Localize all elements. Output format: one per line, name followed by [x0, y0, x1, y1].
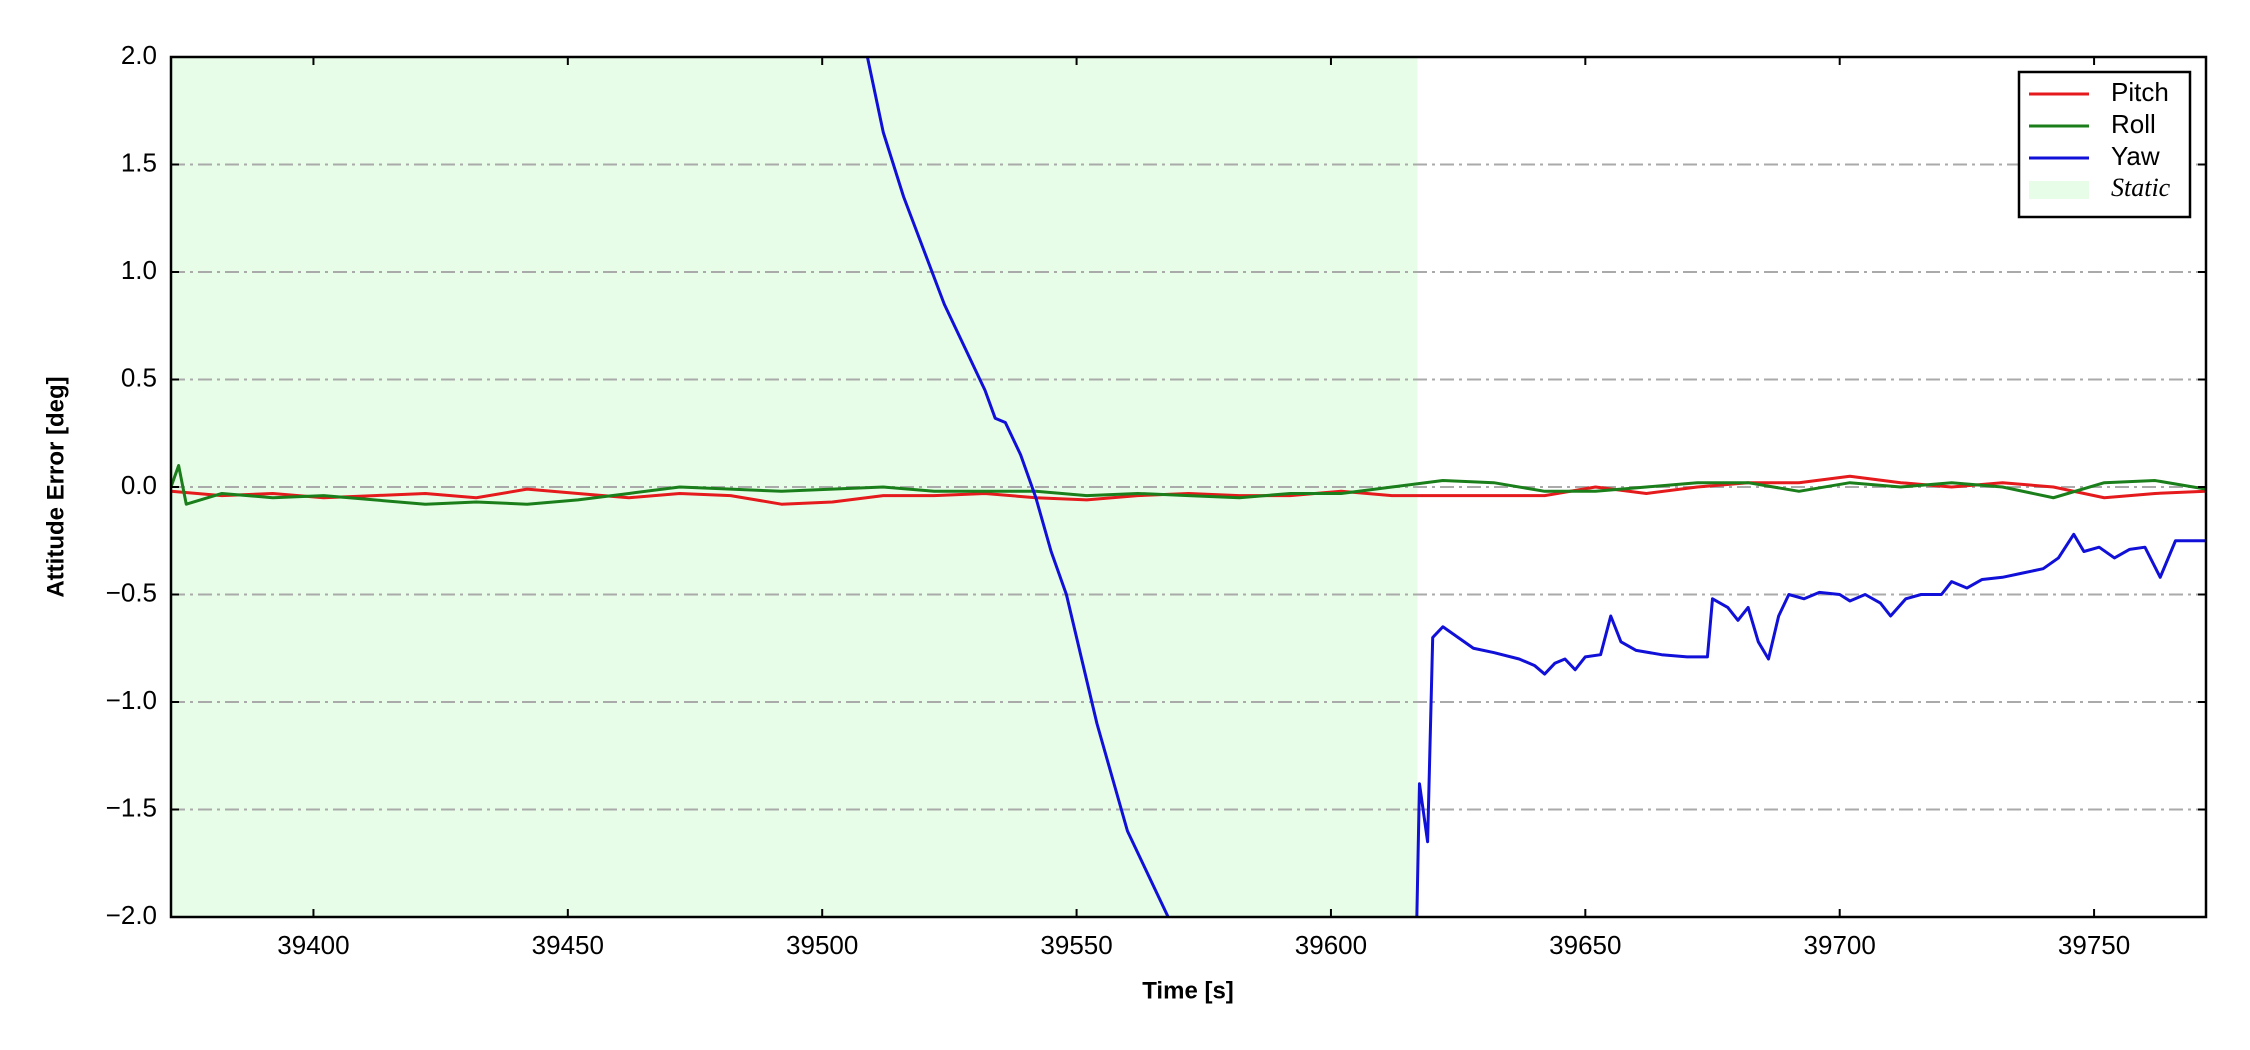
legend-label: Pitch: [2111, 77, 2169, 107]
x-tick-label: 39750: [2058, 930, 2130, 960]
series-line: [865, 57, 2206, 917]
legend-label: Roll: [2111, 109, 2156, 139]
y-axis-label: Attitude Error [deg]: [42, 376, 69, 597]
y-tick-label: 0.0: [121, 470, 157, 500]
legend-swatch: [2029, 181, 2089, 199]
x-tick-label: 39650: [1549, 930, 1621, 960]
legend-label: Static: [2111, 173, 2171, 202]
y-tick-label: −1.5: [106, 792, 157, 822]
x-tick-label: 39550: [1040, 930, 1112, 960]
y-tick-label: −2.0: [106, 900, 157, 930]
lines: [171, 57, 2206, 917]
y-tick-label: −1.0: [106, 685, 157, 715]
series-line: [171, 474, 2206, 506]
y-tick-label: 0.5: [121, 362, 157, 392]
y-tick-label: 1.0: [121, 255, 157, 285]
y-tick-label: 1.5: [121, 147, 157, 177]
y-tick-label: 2.0: [121, 40, 157, 70]
legend-box: [2017, 70, 2192, 219]
legend-label: Yaw: [2111, 141, 2160, 171]
axes: −2.0 −1.5 −1.0 −0.5 0.0 0.5 1.0 1.5 2.0 39400 3945…: [106, 40, 2206, 960]
x-tick-label: 39700: [1804, 930, 1876, 960]
y-tick-label: −0.5: [106, 577, 157, 607]
series-line: [171, 464, 2206, 506]
x-tick-label: 39400: [277, 930, 349, 960]
x-tick-label: 39450: [532, 930, 604, 960]
x-tick-label: 39500: [786, 930, 858, 960]
x-tick-label: 39600: [1295, 930, 1367, 960]
x-axis-label: Time [s]: [1142, 977, 1234, 1004]
